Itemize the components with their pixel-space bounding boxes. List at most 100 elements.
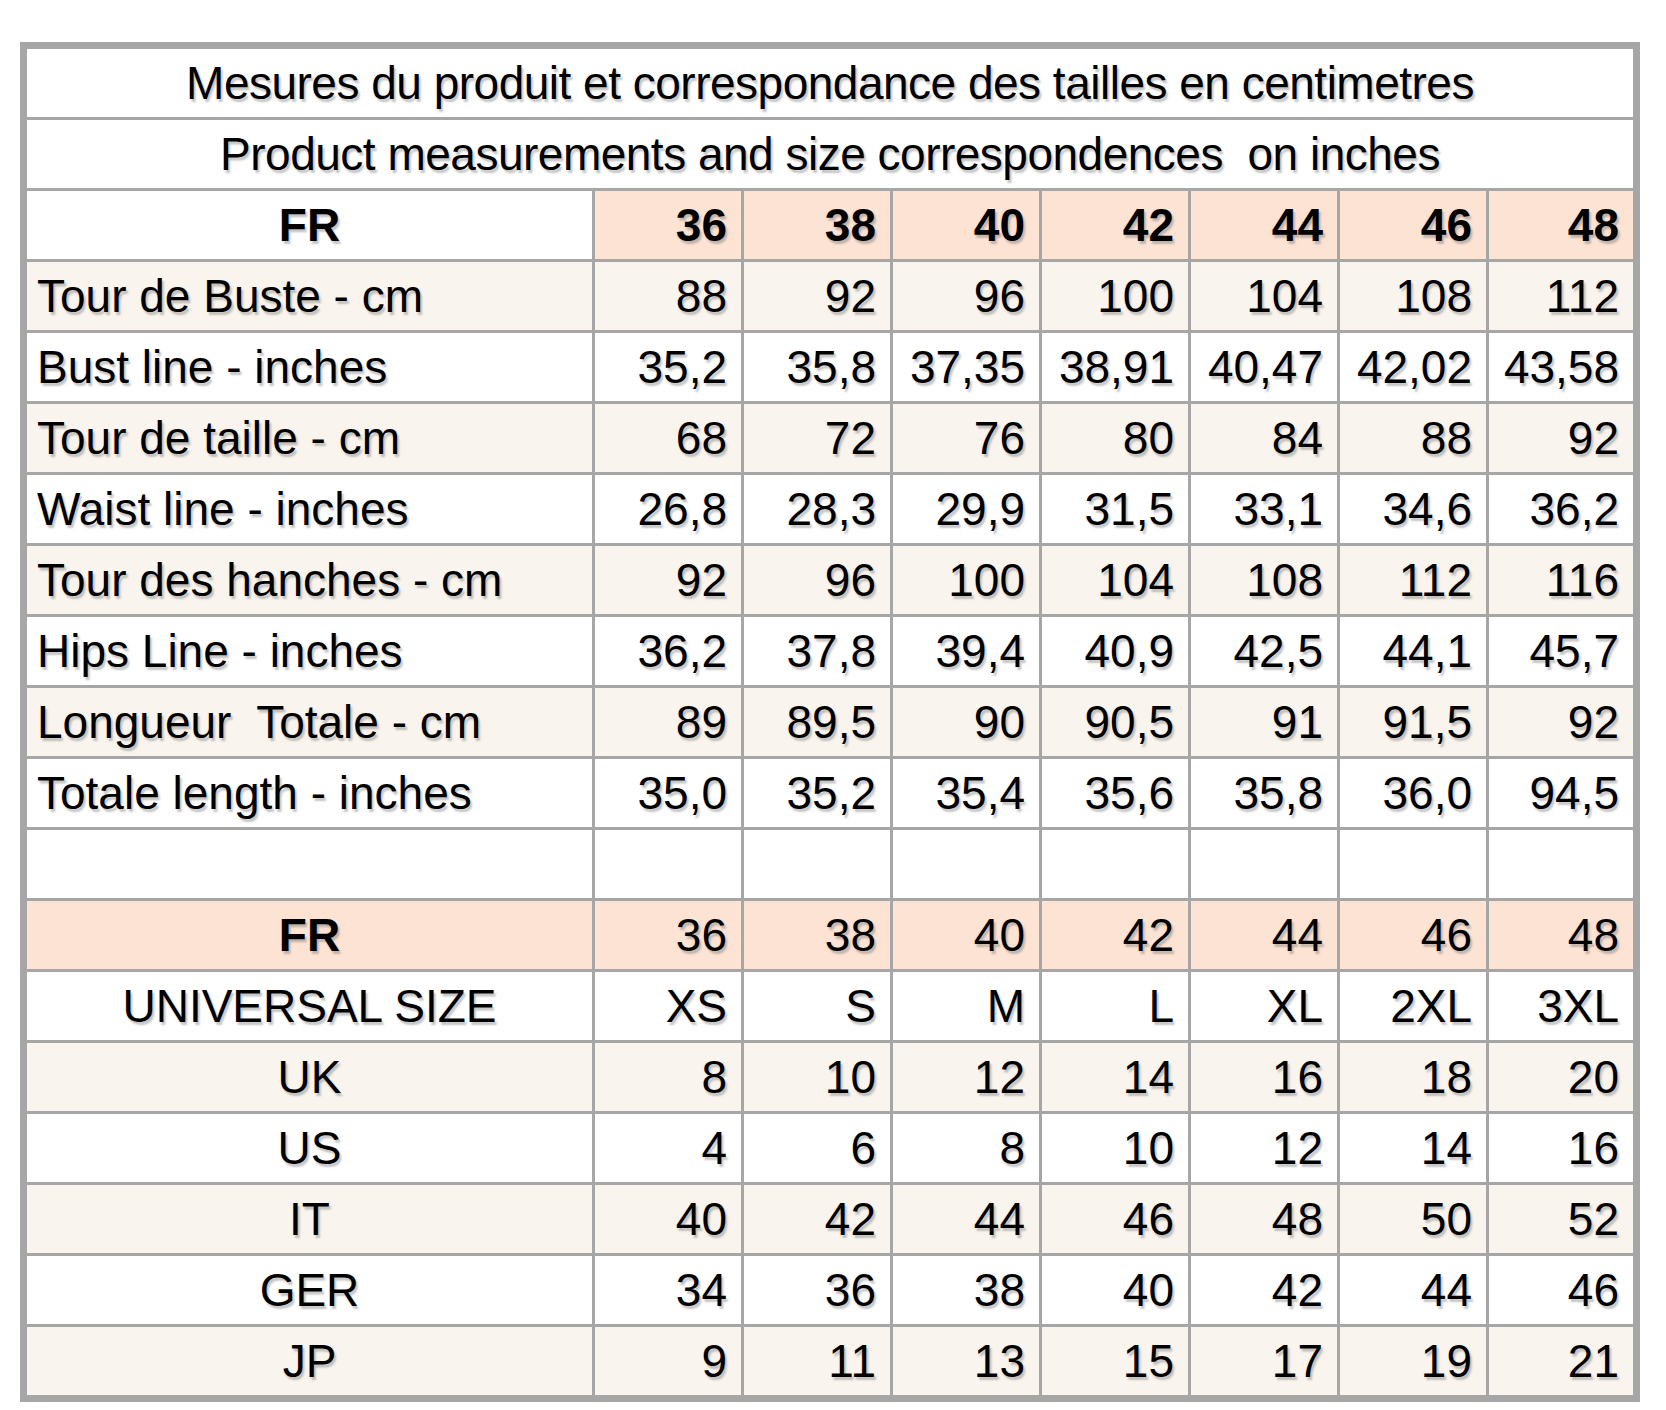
spacer-cell (743, 829, 892, 900)
measure-value: 34,6 (1339, 474, 1488, 545)
conversion-row: GER34363840424446 (24, 1255, 1637, 1326)
measure-value: 40,47 (1190, 332, 1339, 403)
measure-value: 31,5 (1041, 474, 1190, 545)
conversion-label: IT (24, 1184, 594, 1255)
conversion-value: 10 (743, 1042, 892, 1113)
size-header-cell: 36 (594, 190, 743, 261)
measure-value: 84 (1190, 403, 1339, 474)
conversion-value: 42 (743, 1184, 892, 1255)
conversion-value: 16 (1488, 1113, 1637, 1184)
size-table-body: Mesures du produit et correspondance des… (24, 46, 1637, 1399)
conversion-value: 36 (743, 1255, 892, 1326)
measure-label: Waist line - inches (24, 474, 594, 545)
conversion-row: JP9111315171921 (24, 1326, 1637, 1399)
measure-value: 92 (1488, 403, 1637, 474)
conversion-value: 40 (1041, 1255, 1190, 1326)
measure-value: 39,4 (892, 616, 1041, 687)
measure-label: Tour de taille - cm (24, 403, 594, 474)
title-en: Product measurements and size correspond… (24, 119, 1637, 190)
spacer-cell (892, 829, 1041, 900)
measure-value: 90 (892, 687, 1041, 758)
spacer-cell (1190, 829, 1339, 900)
measure-row: Waist line - inches26,828,329,931,533,13… (24, 474, 1637, 545)
conversion-value: 38 (743, 900, 892, 971)
conversion-value: 40 (892, 900, 1041, 971)
conversion-value: 12 (892, 1042, 1041, 1113)
size-header-cell: 38 (743, 190, 892, 261)
measure-value: 104 (1041, 545, 1190, 616)
conversion-value: 46 (1488, 1255, 1637, 1326)
measure-value: 92 (1488, 687, 1637, 758)
measure-value: 37,35 (892, 332, 1041, 403)
measure-row: Tour de taille - cm68727680848892 (24, 403, 1637, 474)
measure-label: Hips Line - inches (24, 616, 594, 687)
conversion-value: 44 (1190, 900, 1339, 971)
conversion-label: GER (24, 1255, 594, 1326)
measure-value: 90,5 (1041, 687, 1190, 758)
conversion-value: 44 (892, 1184, 1041, 1255)
conversion-value: 17 (1190, 1326, 1339, 1399)
size-header-cell: 46 (1339, 190, 1488, 261)
measure-value: 35,0 (594, 758, 743, 829)
measure-value: 88 (1339, 403, 1488, 474)
conversion-value: 9 (594, 1326, 743, 1399)
measure-label: Totale length - inches (24, 758, 594, 829)
measure-label: Bust line - inches (24, 332, 594, 403)
conversion-value: 6 (743, 1113, 892, 1184)
size-header-cell: 42 (1041, 190, 1190, 261)
title-row-en: Product measurements and size correspond… (24, 119, 1637, 190)
fr-header-label: FR (24, 190, 594, 261)
measure-value: 92 (743, 261, 892, 332)
measure-value: 108 (1339, 261, 1488, 332)
conversion-row: IT40424446485052 (24, 1184, 1637, 1255)
measure-value: 42,02 (1339, 332, 1488, 403)
measure-value: 38,91 (1041, 332, 1190, 403)
spacer-row (24, 829, 1637, 900)
conversion-value: L (1041, 971, 1190, 1042)
measure-label: Tour des hanches - cm (24, 545, 594, 616)
measure-value: 35,6 (1041, 758, 1190, 829)
measure-value: 72 (743, 403, 892, 474)
fr-header-row: FR36384042444648 (24, 190, 1637, 261)
measure-row: Bust line - inches35,235,837,3538,9140,4… (24, 332, 1637, 403)
conversion-value: 44 (1339, 1255, 1488, 1326)
conversion-row: UK8101214161820 (24, 1042, 1637, 1113)
measure-value: 80 (1041, 403, 1190, 474)
conversion-value: 38 (892, 1255, 1041, 1326)
measure-value: 42,5 (1190, 616, 1339, 687)
conversion-value: 40 (594, 1184, 743, 1255)
measure-value: 100 (1041, 261, 1190, 332)
conversion-value: 46 (1041, 1184, 1190, 1255)
conversion-value: 46 (1339, 900, 1488, 971)
conversion-value: 20 (1488, 1042, 1637, 1113)
conversion-value: 11 (743, 1326, 892, 1399)
measure-value: 40,9 (1041, 616, 1190, 687)
measure-value: 35,8 (1190, 758, 1339, 829)
measure-value: 104 (1190, 261, 1339, 332)
measure-value: 68 (594, 403, 743, 474)
measure-value: 91,5 (1339, 687, 1488, 758)
conversion-value: 42 (1190, 1255, 1339, 1326)
size-table: Mesures du produit et correspondance des… (20, 42, 1640, 1402)
measure-value: 33,1 (1190, 474, 1339, 545)
spacer-cell (1041, 829, 1190, 900)
measure-label: Tour de Buste - cm (24, 261, 594, 332)
measure-value: 44,1 (1339, 616, 1488, 687)
conversion-label: UNIVERSAL SIZE (24, 971, 594, 1042)
conversion-value: 48 (1488, 900, 1637, 971)
measure-value: 35,2 (743, 758, 892, 829)
measure-label: Longueur Totale - cm (24, 687, 594, 758)
conversion-value: 8 (892, 1113, 1041, 1184)
conversion-value: 42 (1041, 900, 1190, 971)
measure-value: 116 (1488, 545, 1637, 616)
spacer-cell (594, 829, 743, 900)
conversion-value: 3XL (1488, 971, 1637, 1042)
conversion-value: M (892, 971, 1041, 1042)
conversion-value: XL (1190, 971, 1339, 1042)
measure-value: 89 (594, 687, 743, 758)
spacer-cell (1339, 829, 1488, 900)
measure-value: 36,0 (1339, 758, 1488, 829)
conversion-row: US46810121416 (24, 1113, 1637, 1184)
measure-row: Hips Line - inches36,237,839,440,942,544… (24, 616, 1637, 687)
measure-value: 96 (743, 545, 892, 616)
